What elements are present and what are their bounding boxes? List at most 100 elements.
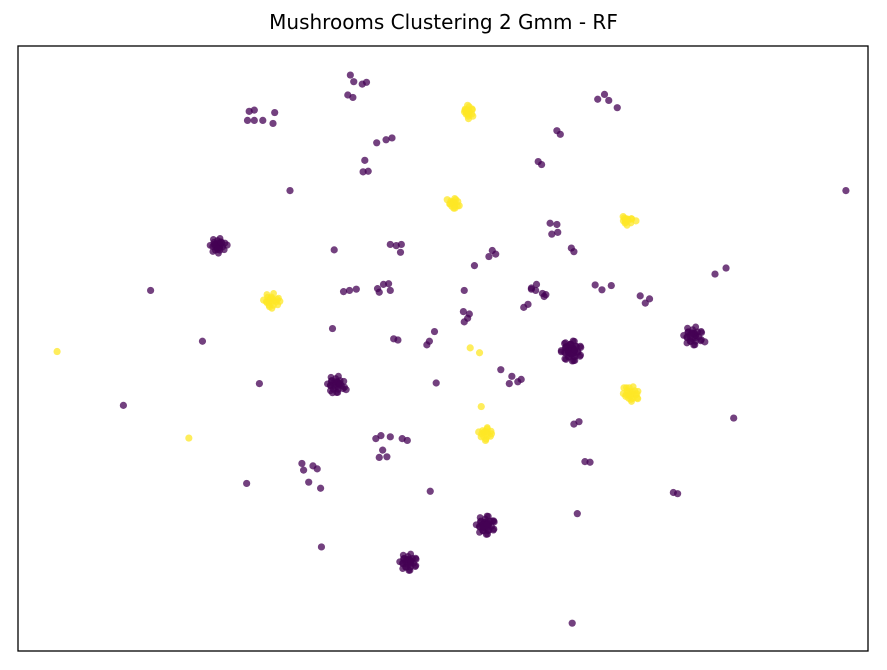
data-point-0-28 (842, 187, 850, 195)
cluster-point-4-32 (483, 512, 491, 520)
data-point-0-103 (570, 420, 578, 428)
points-layer (53, 71, 850, 627)
data-point-1-27 (625, 384, 633, 392)
cluster-point-2-27 (688, 329, 696, 337)
data-point-0-54 (339, 288, 348, 296)
data-point-1-24 (475, 349, 484, 357)
data-point-0-129 (568, 619, 576, 627)
data-point-0-66 (598, 286, 606, 294)
data-point-0-11 (271, 108, 279, 117)
data-point-0-45 (548, 230, 556, 238)
data-point-0-3 (362, 78, 371, 86)
data-point-0-64 (591, 281, 599, 289)
cluster-point-1-44 (571, 357, 579, 364)
data-point-0-124 (573, 510, 581, 518)
data-point-0-74 (520, 303, 528, 311)
data-point-1-37 (185, 434, 193, 442)
data-point-0-126 (488, 517, 496, 525)
data-point-0-53 (352, 285, 360, 293)
data-point-0-125 (483, 520, 491, 529)
cluster-point-5-26 (412, 562, 420, 570)
data-point-0-44 (553, 220, 561, 229)
data-point-0-90 (508, 372, 516, 380)
data-point-0-80 (328, 324, 337, 333)
data-point-0-10 (259, 116, 267, 125)
data-point-0-111 (383, 453, 391, 461)
data-point-0-50 (711, 270, 719, 278)
data-point-1-5 (461, 106, 469, 114)
data-point-1-22 (53, 347, 61, 356)
data-point-1-33 (483, 425, 491, 433)
data-point-0-52 (345, 286, 354, 295)
data-point-0-119 (317, 484, 325, 492)
data-point-0-92 (505, 379, 513, 388)
data-point-0-65 (607, 281, 615, 290)
data-point-1-36 (481, 436, 490, 445)
data-point-0-49 (722, 264, 730, 272)
data-point-0-59 (375, 288, 383, 296)
data-point-0-60 (460, 286, 468, 295)
data-point-0-46 (554, 228, 562, 236)
cluster-point-3-23 (334, 389, 342, 396)
cluster-point-4-26 (490, 525, 498, 533)
data-point-0-58 (386, 286, 394, 295)
data-point-1-28 (627, 395, 635, 403)
data-point-0-109 (379, 446, 387, 454)
data-point-1-4 (464, 115, 473, 123)
cluster-point-2-29 (697, 328, 705, 335)
data-point-0-118 (305, 478, 313, 486)
data-point-0-43 (546, 219, 554, 227)
data-point-1-14 (632, 217, 640, 225)
data-point-1-10 (451, 204, 459, 212)
data-point-0-13 (382, 136, 390, 144)
plot-frame (17, 45, 869, 652)
data-point-0-16 (361, 156, 369, 164)
data-point-0-21 (605, 96, 613, 105)
data-point-0-88 (701, 338, 709, 346)
data-point-0-1 (350, 78, 358, 86)
cluster-point-1-43 (561, 344, 569, 352)
data-point-0-108 (403, 436, 411, 445)
data-point-0-37 (397, 240, 405, 249)
data-point-1-20 (276, 297, 284, 305)
data-point-0-113 (300, 466, 308, 474)
data-point-1-9 (443, 196, 451, 204)
cluster-point-5-28 (402, 563, 410, 571)
data-point-0-42 (470, 262, 479, 270)
data-point-0-94 (255, 379, 263, 388)
data-point-0-99 (342, 386, 350, 394)
data-point-0-79 (460, 318, 468, 326)
data-point-0-112 (298, 459, 306, 468)
data-point-1-35 (487, 430, 496, 438)
data-point-0-123 (674, 490, 682, 498)
data-point-1-17 (267, 293, 275, 301)
data-point-0-0 (346, 71, 354, 79)
data-point-0-30 (223, 241, 231, 249)
data-point-0-106 (386, 433, 394, 441)
cluster-point-1-41 (562, 356, 570, 363)
data-point-0-20 (594, 95, 602, 103)
data-point-1-21 (266, 303, 274, 311)
data-point-0-76 (459, 307, 467, 316)
data-point-0-63 (532, 280, 541, 288)
data-point-0-86 (198, 337, 207, 345)
data-point-0-127 (317, 543, 326, 551)
data-point-0-87 (566, 340, 575, 348)
cluster-point-4-31 (485, 526, 493, 534)
data-point-0-34 (330, 246, 338, 254)
data-point-0-67 (636, 292, 644, 300)
data-point-0-121 (426, 487, 434, 495)
data-point-0-26 (538, 160, 546, 169)
data-point-0-93 (517, 375, 525, 383)
cluster-point-5-29 (412, 554, 420, 562)
cluster-point-2-28 (687, 338, 695, 346)
data-point-0-19 (600, 90, 609, 98)
data-point-0-22 (613, 104, 621, 112)
data-point-0-14 (388, 134, 396, 142)
data-point-0-57 (385, 280, 393, 288)
data-point-0-128 (407, 558, 415, 566)
data-point-0-51 (147, 286, 155, 295)
data-point-0-120 (243, 479, 251, 488)
data-point-1-31 (477, 402, 485, 411)
